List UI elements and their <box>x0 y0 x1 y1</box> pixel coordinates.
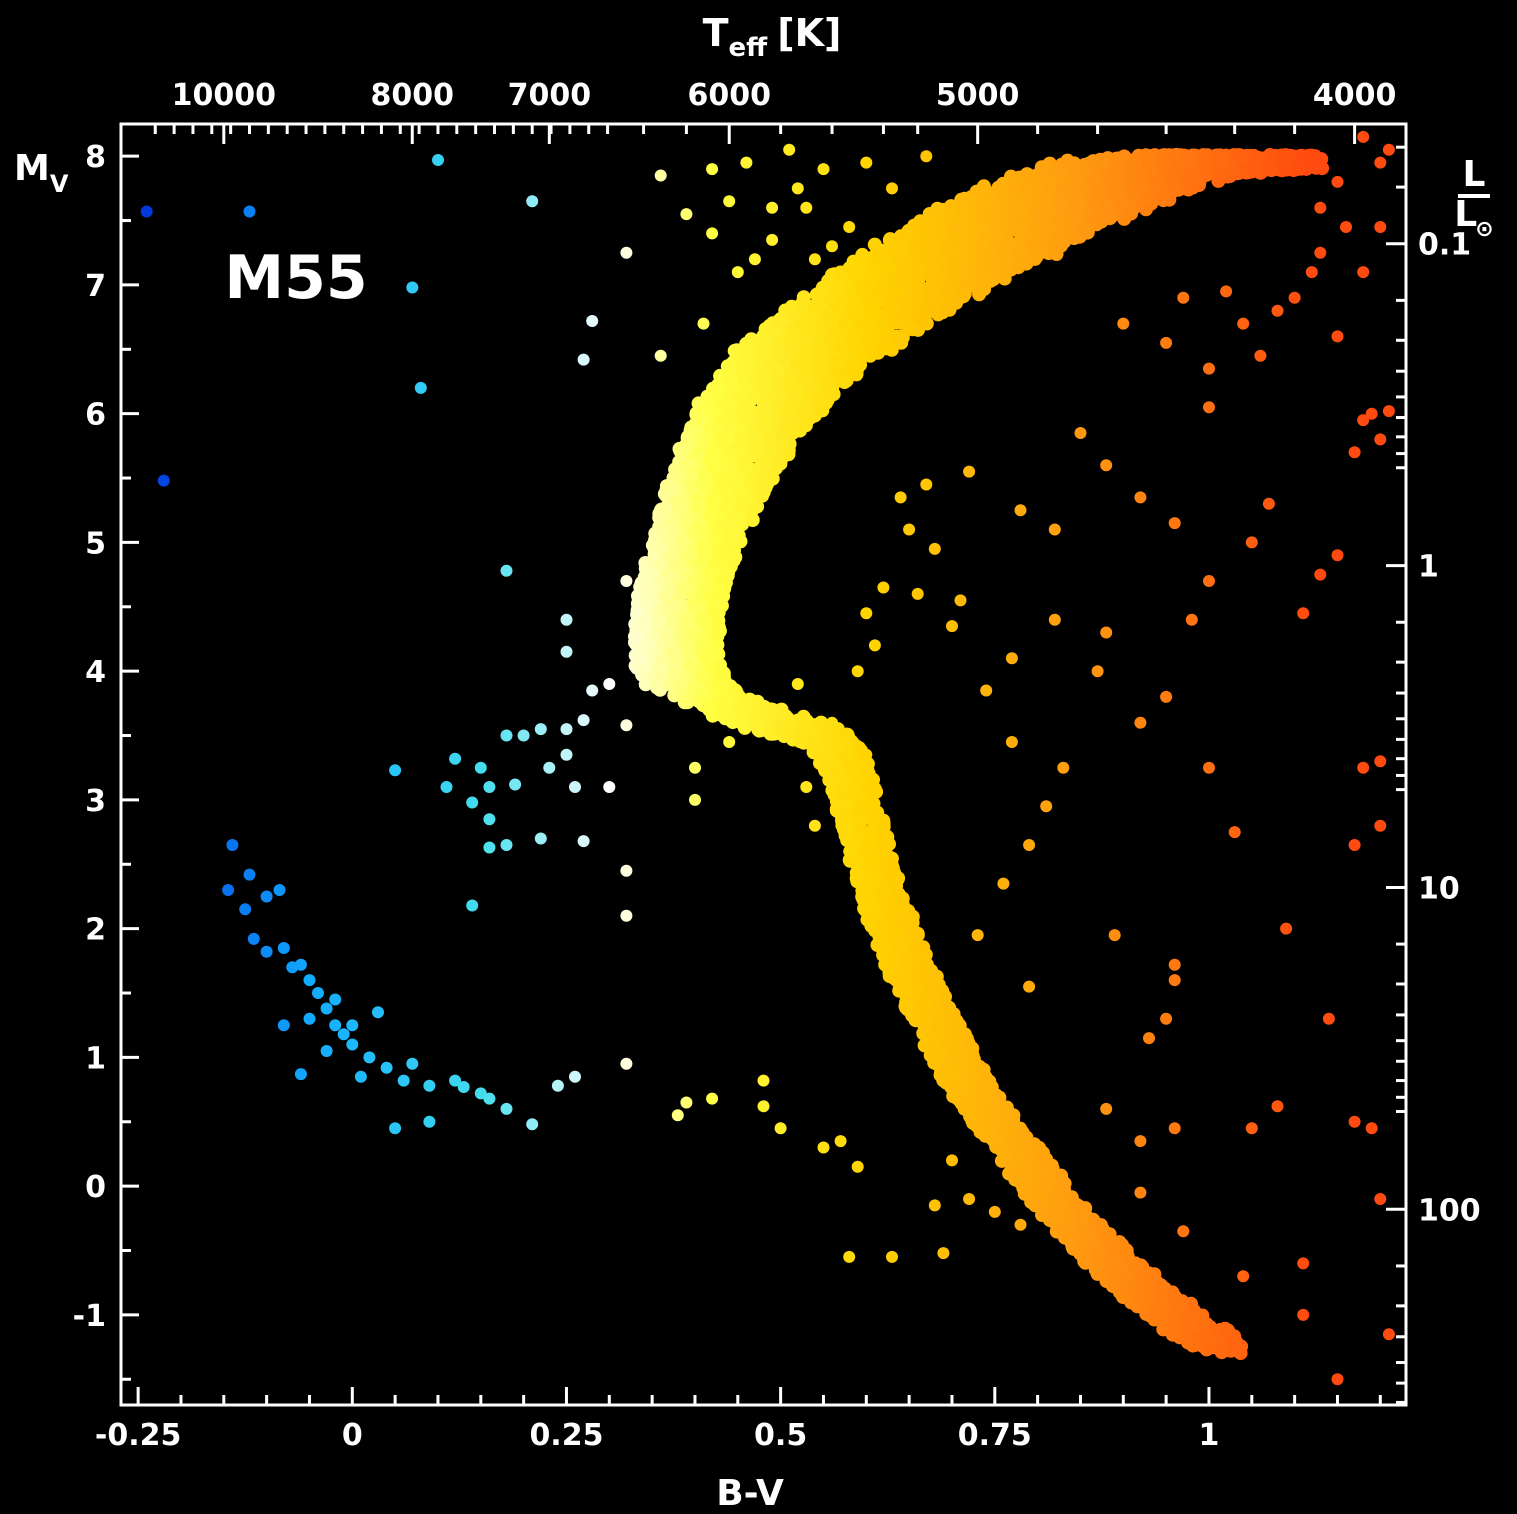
band-star-point <box>1289 162 1304 177</box>
band-star-point <box>745 513 760 527</box>
band-star-point <box>1209 150 1224 165</box>
band-star-point <box>1181 149 1196 164</box>
band-star-point <box>892 241 906 256</box>
band-star-point <box>1315 161 1330 176</box>
band-star-point <box>712 380 726 395</box>
band-star-point <box>854 261 869 276</box>
band-star-point <box>796 290 811 305</box>
band-star-point <box>1250 150 1265 165</box>
band-star-point <box>855 247 870 262</box>
band-star-point <box>1235 151 1250 166</box>
band-star-point <box>901 321 916 336</box>
band-star-point <box>660 501 674 516</box>
band-star-point <box>1277 160 1292 175</box>
band-star-point <box>724 376 739 390</box>
band-star-point <box>1185 163 1200 178</box>
